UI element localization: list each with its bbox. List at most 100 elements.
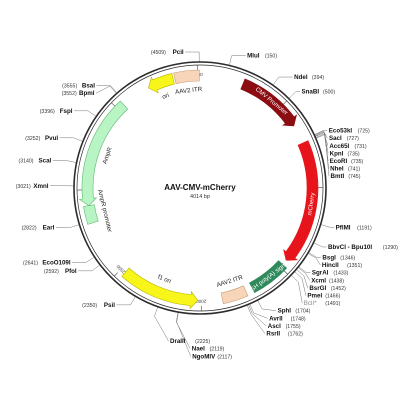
site-leader — [320, 224, 335, 228]
site-bsgi[interactable]: BsgI (1346) — [322, 254, 355, 261]
feature-label: AAV2 ITR — [175, 86, 203, 96]
site-name: PfoI — [65, 268, 77, 275]
tick-label: 2000 — [196, 299, 207, 304]
site-pmei[interactable]: PmeI (1466) — [307, 292, 340, 299]
site-position: (1290) — [383, 245, 398, 251]
site-name: HincII — [322, 262, 339, 269]
site-position: (4509) — [151, 50, 166, 56]
site-leader — [257, 299, 277, 311]
site-name: BmtI — [331, 173, 345, 180]
site-bbvci-bpu10i[interactable]: BbvCI - Bpu10I (1290) — [328, 244, 398, 251]
feature-aav2-itr — [220, 285, 249, 305]
site-snabi[interactable]: SnaBI (500) — [302, 89, 336, 96]
site-position: (1452) — [331, 286, 346, 292]
site-sphi[interactable]: SphI (1704) — [278, 308, 311, 315]
site-name: EarI — [43, 225, 55, 232]
restriction-sites: MluI (150) NdeI (394) SnaBI (500) Eco53kI (725)… — [16, 49, 398, 360]
site-bmti[interactable]: BmtI (745) — [331, 173, 361, 180]
site-ngomiv[interactable]: NgoMIV (2117) — [192, 353, 232, 360]
site-bsrgi[interactable]: BsrGI (1452) — [309, 285, 346, 292]
feature-label: mCherry — [307, 192, 316, 216]
tick-label: 2500 — [115, 264, 126, 275]
site-pvui[interactable]: PvuI (3252) — [25, 135, 58, 142]
site-bsai[interactable]: BsaI (3555) — [62, 83, 95, 90]
site-nhei[interactable]: NheI (741) — [330, 166, 360, 173]
site-avrii[interactable]: AvrII (1748) — [269, 315, 306, 322]
site-pflmi[interactable]: PflMI (1191) — [336, 224, 372, 231]
site-saci[interactable]: SacI (727) — [329, 135, 359, 142]
site-name: MluI — [247, 53, 260, 60]
site-ndei[interactable]: NdeI (394) — [294, 74, 324, 81]
feature-label: ori — [161, 92, 170, 101]
site-name: PflMI — [336, 224, 351, 231]
tick-mark — [283, 270, 288, 275]
site-leader — [294, 271, 307, 296]
site-leader — [288, 91, 300, 99]
site-leader — [229, 55, 246, 66]
site-name: BsrGI — [309, 285, 326, 292]
site-mlui[interactable]: MluI (150) — [247, 53, 277, 60]
site-draiii[interactable]: DraIII (2225) — [170, 338, 210, 345]
site-eari[interactable]: EarI (2822) — [22, 225, 55, 232]
site-name: FspI — [60, 108, 73, 115]
site-ecoo109i[interactable]: EcoO109I (2641) — [23, 259, 71, 266]
site-xcmi[interactable]: XcmI (1438) — [311, 277, 344, 284]
site-xmni[interactable]: XmnI(3021) — [16, 183, 49, 190]
site-acc65i[interactable]: Acc65I (731) — [329, 143, 367, 150]
site-bcli-[interactable]: BclI* (1491) — [304, 300, 341, 307]
site-position: (1491) — [325, 301, 340, 307]
site-name: NaeI — [192, 346, 205, 353]
site-name: BclI* — [304, 300, 317, 307]
site-name: KpnI — [330, 150, 344, 157]
site-leader — [78, 264, 101, 272]
site-name: BbvCI - Bpu10I — [328, 244, 372, 251]
site-psii[interactable]: PsiI (2350) — [82, 302, 115, 309]
site-asci[interactable]: AscI (1755) — [268, 323, 301, 330]
site-leader — [72, 256, 95, 263]
plasmid-name: AAV-CMV-mCherry — [164, 183, 236, 192]
site-position: (3552) — [62, 91, 77, 97]
site-name: PsiI — [104, 302, 115, 309]
site-leader — [74, 110, 97, 117]
site-position: (2641) — [23, 260, 38, 266]
site-leader — [314, 130, 328, 136]
site-hincii[interactable]: HincII (1351) — [322, 262, 362, 269]
site-position: (741) — [348, 167, 360, 173]
site-leader — [116, 296, 136, 306]
site-leader — [314, 130, 328, 139]
site-position: (150) — [265, 54, 277, 60]
site-sgrai[interactable]: SgrAI (1433) — [312, 270, 349, 277]
site-leader — [249, 303, 268, 319]
tick-mark — [282, 100, 287, 105]
site-fspi[interactable]: FspI (3396) — [40, 108, 73, 115]
site-leader — [308, 252, 321, 258]
site-eco53ki[interactable]: Eco53kI (725) — [329, 128, 370, 135]
site-naei[interactable]: NaeI (2119) — [192, 346, 225, 353]
feature-label: AAV2 ITR — [216, 274, 244, 289]
site-position: (500) — [323, 90, 335, 96]
site-name: RsrII — [266, 330, 280, 337]
site-ecori[interactable]: EcoRI (735) — [330, 158, 364, 165]
site-position: (2350) — [82, 303, 97, 309]
site-position: (1351) — [347, 263, 362, 269]
site-pfoi[interactable]: PfoI (2592) — [44, 268, 77, 275]
site-position: (3555) — [62, 84, 77, 90]
site-scai[interactable]: ScaI (3140) — [18, 158, 51, 165]
site-kpni[interactable]: KpnI (735) — [330, 150, 360, 157]
feature-bgh-poly-a-signal — [249, 260, 288, 294]
site-name: BsaI — [82, 83, 95, 90]
site-rsrii[interactable]: RsrII (1762) — [266, 330, 303, 337]
site-position: (2592) — [44, 269, 59, 275]
site-name: SacI — [329, 135, 342, 142]
site-pcii[interactable]: PciI (4509) — [151, 49, 184, 56]
site-name: BpmI — [79, 90, 95, 97]
site-name: ScaI — [39, 158, 52, 165]
site-position: (3021) — [16, 184, 31, 190]
site-position: (2117) — [217, 354, 232, 360]
site-name: AscI — [268, 323, 281, 330]
site-name: XcmI — [311, 277, 326, 284]
feature-ampr — [78, 100, 129, 207]
site-name: EcoRI — [330, 158, 348, 165]
site-bpmi[interactable]: BpmI(3552) — [62, 90, 95, 97]
site-leader — [176, 312, 191, 349]
